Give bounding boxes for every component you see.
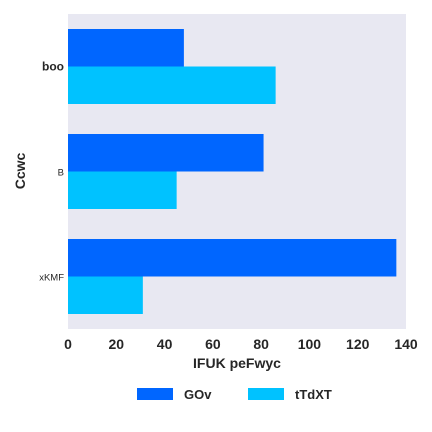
bar-GOv-xKMF	[68, 239, 397, 277]
x-tick-label: 120	[346, 336, 370, 352]
bar-GOv-B	[68, 134, 264, 172]
bar-tTdXT-B	[68, 171, 177, 209]
y-tick-label: B	[58, 168, 64, 179]
legend-label: tTdXT	[295, 387, 332, 402]
y-tick-label: xKMF	[39, 273, 64, 284]
y-axis-title: Ccwc	[12, 153, 28, 190]
x-tick-label: 140	[394, 336, 418, 352]
x-ticks: 0 20 40 60 80 100 120 140	[64, 336, 418, 352]
bar-tTdXT-boo	[68, 66, 276, 104]
x-tick-label: 20	[108, 336, 124, 352]
legend-swatch	[248, 388, 284, 400]
legend-label: GOv	[184, 387, 212, 402]
legend: GOv tTdXT	[137, 387, 332, 402]
bar-GOv-boo	[68, 29, 184, 67]
x-axis-title: IFUK peFwyc	[193, 355, 281, 371]
x-tick-label: 40	[157, 336, 173, 352]
y-tick-label: boo	[42, 60, 64, 74]
x-tick-label: 60	[205, 336, 221, 352]
bar-tTdXT-xKMF	[68, 276, 143, 314]
x-tick-label: 0	[64, 336, 72, 352]
x-tick-label: 100	[298, 336, 322, 352]
x-tick-label: 80	[253, 336, 269, 352]
bars	[68, 29, 397, 314]
legend-swatch	[137, 388, 173, 400]
